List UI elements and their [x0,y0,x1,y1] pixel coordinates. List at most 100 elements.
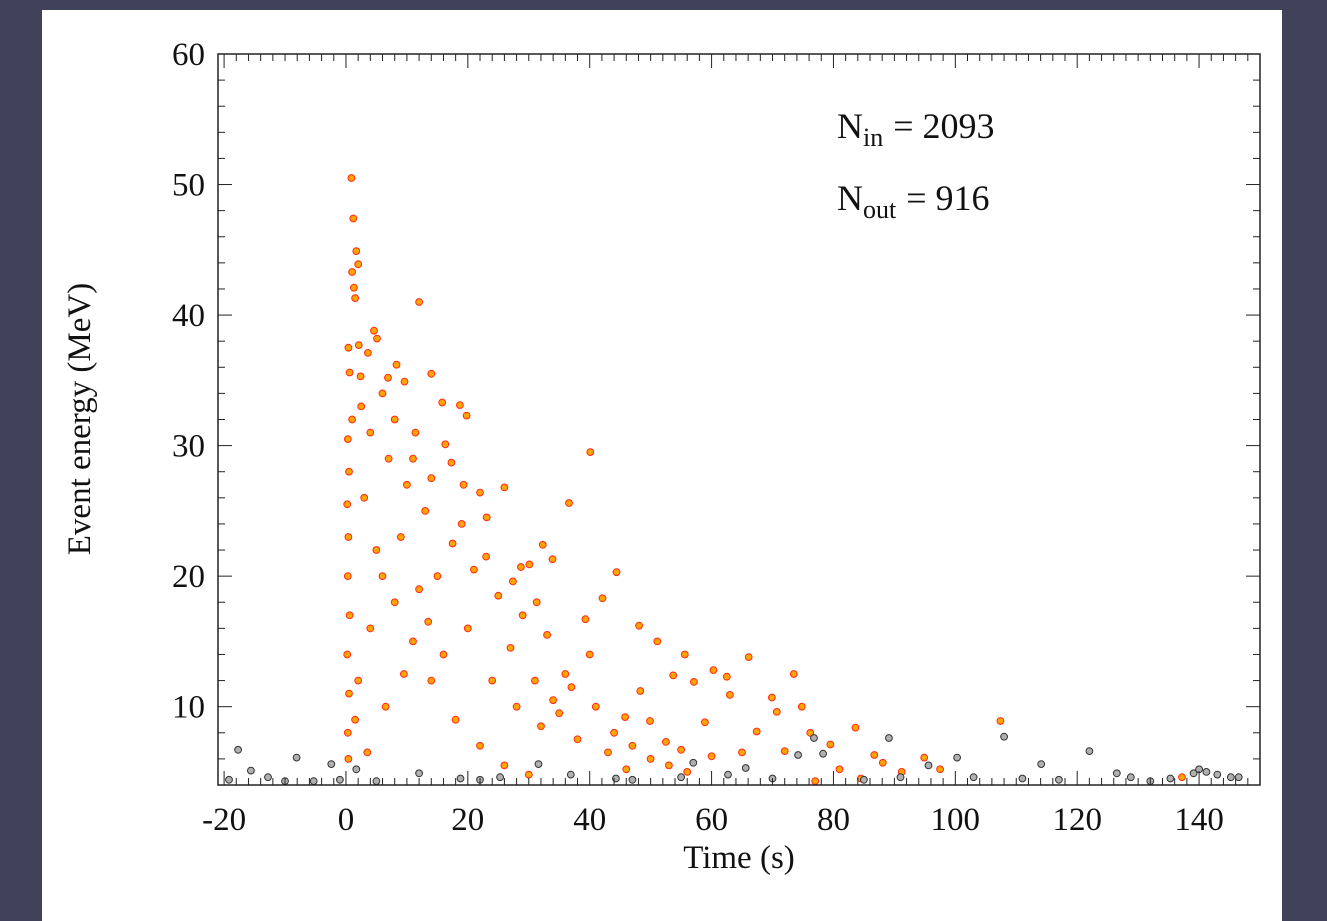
x-tick-label: 60 [695,802,728,838]
point-inside-139 [683,768,692,776]
point-inside-94 [345,611,354,620]
point-inside-131 [531,676,539,685]
point-outside-22 [953,753,961,762]
n-out-annotation: Nout = 916 [837,178,990,224]
point-inside-28 [459,480,468,489]
point-inside-92 [344,533,353,541]
point-inside-81 [470,565,478,574]
point-inside-30 [482,513,491,522]
point-outside-17 [794,751,802,759]
point-outside-18 [819,749,827,758]
point-outside-36 [372,777,381,785]
point-inside-19 [438,398,447,407]
point-outside-12 [566,770,575,779]
point-inside-143 [378,389,387,398]
point-inside-5 [350,283,358,292]
point-inside-101 [390,598,399,607]
point-inside-122 [351,715,360,724]
point-inside-133 [567,683,576,691]
y-tick-label: 30 [172,429,205,465]
point-inside-121 [354,676,363,685]
point-inside-48 [669,671,678,680]
y-tick-label: 40 [172,298,205,334]
point-inside-51 [768,693,776,702]
point-inside-118 [396,533,405,541]
point-inside-68 [677,745,685,754]
point-inside-100 [372,546,381,554]
point-inside-6 [351,294,360,303]
point-inside-137 [646,755,655,763]
point-inside-13 [392,360,401,369]
point-inside-106 [500,761,509,770]
plot-frame [217,53,1261,786]
x-tick-label: 120 [1052,802,1102,838]
point-inside-1 [349,214,358,223]
point-inside-4 [348,268,357,276]
point-inside-129 [482,552,491,561]
point-inside-24 [586,448,595,457]
point-inside-111 [622,765,631,774]
point-inside-112 [439,650,448,659]
point-inside-32 [548,555,557,564]
y-tick-label: 20 [172,559,205,595]
n-out-symbol: N [837,178,863,218]
ticks-layer [218,53,1261,786]
points-layer [225,174,1243,785]
point-inside-25 [447,458,456,467]
point-outside-42 [1055,775,1063,784]
point-outside-46 [1018,774,1027,783]
tick-labels: -20 0 20 40 60 80 100 120 140 10 20 30 40 50 60 [172,37,1224,838]
point-inside-62 [870,751,879,759]
point-inside-123 [363,748,372,757]
point-inside-31 [538,540,547,549]
point-outside-28 [1166,774,1175,783]
point-outside-20 [885,734,893,742]
point-inside-37 [532,598,541,607]
point-outside-31 [1213,770,1222,779]
point-inside-136 [628,741,637,750]
point-outside-14 [677,773,685,782]
point-inside-141 [409,454,417,463]
point-outside-26 [1112,769,1121,778]
point-outside-5 [327,760,336,768]
point-outside-3 [264,773,272,782]
point-inside-134 [591,702,600,711]
point-inside-22 [411,428,420,437]
point-inside-140 [390,415,399,424]
point-inside-126 [424,617,433,626]
point-inside-60 [806,728,815,737]
scatter-chart: -20 0 20 40 60 80 100 120 140 10 20 30 40 50 60 Event … [62,37,1261,876]
point-inside-21 [462,411,471,420]
point-inside-98 [344,755,353,763]
point-inside-10 [354,341,363,350]
chart-panel: -20 0 20 40 60 80 100 120 140 10 20 30 40 50 60 Event … [42,10,1282,921]
point-outside-21 [924,761,933,770]
point-inside-55 [621,713,629,721]
x-tick-label: 0 [338,802,355,838]
point-outside-1 [247,766,255,775]
n-out-value: = 916 [906,178,989,218]
point-inside-114 [488,676,497,685]
point-inside-109 [573,735,582,744]
point-inside-103 [427,676,436,685]
point-inside-23 [441,440,450,449]
point-inside-47 [690,678,698,686]
point-inside-105 [476,741,484,750]
point-outside-4 [292,753,301,762]
point-inside-77 [561,670,570,678]
point-inside-18 [400,377,409,386]
x-tick-label: 40 [573,802,606,838]
point-inside-67 [707,752,716,761]
point-inside-120 [366,624,375,633]
point-outside-45 [896,773,905,782]
point-inside-86 [366,428,375,437]
point-inside-58 [752,727,761,736]
point-outside-32 [1226,773,1235,782]
n-out-subscript: out [863,195,897,224]
point-inside-33 [517,563,525,571]
point-outside-9 [456,774,465,783]
point-inside-34 [612,568,621,577]
point-inside-88 [348,415,357,424]
point-inside-119 [378,572,387,580]
point-inside-124 [381,702,390,711]
